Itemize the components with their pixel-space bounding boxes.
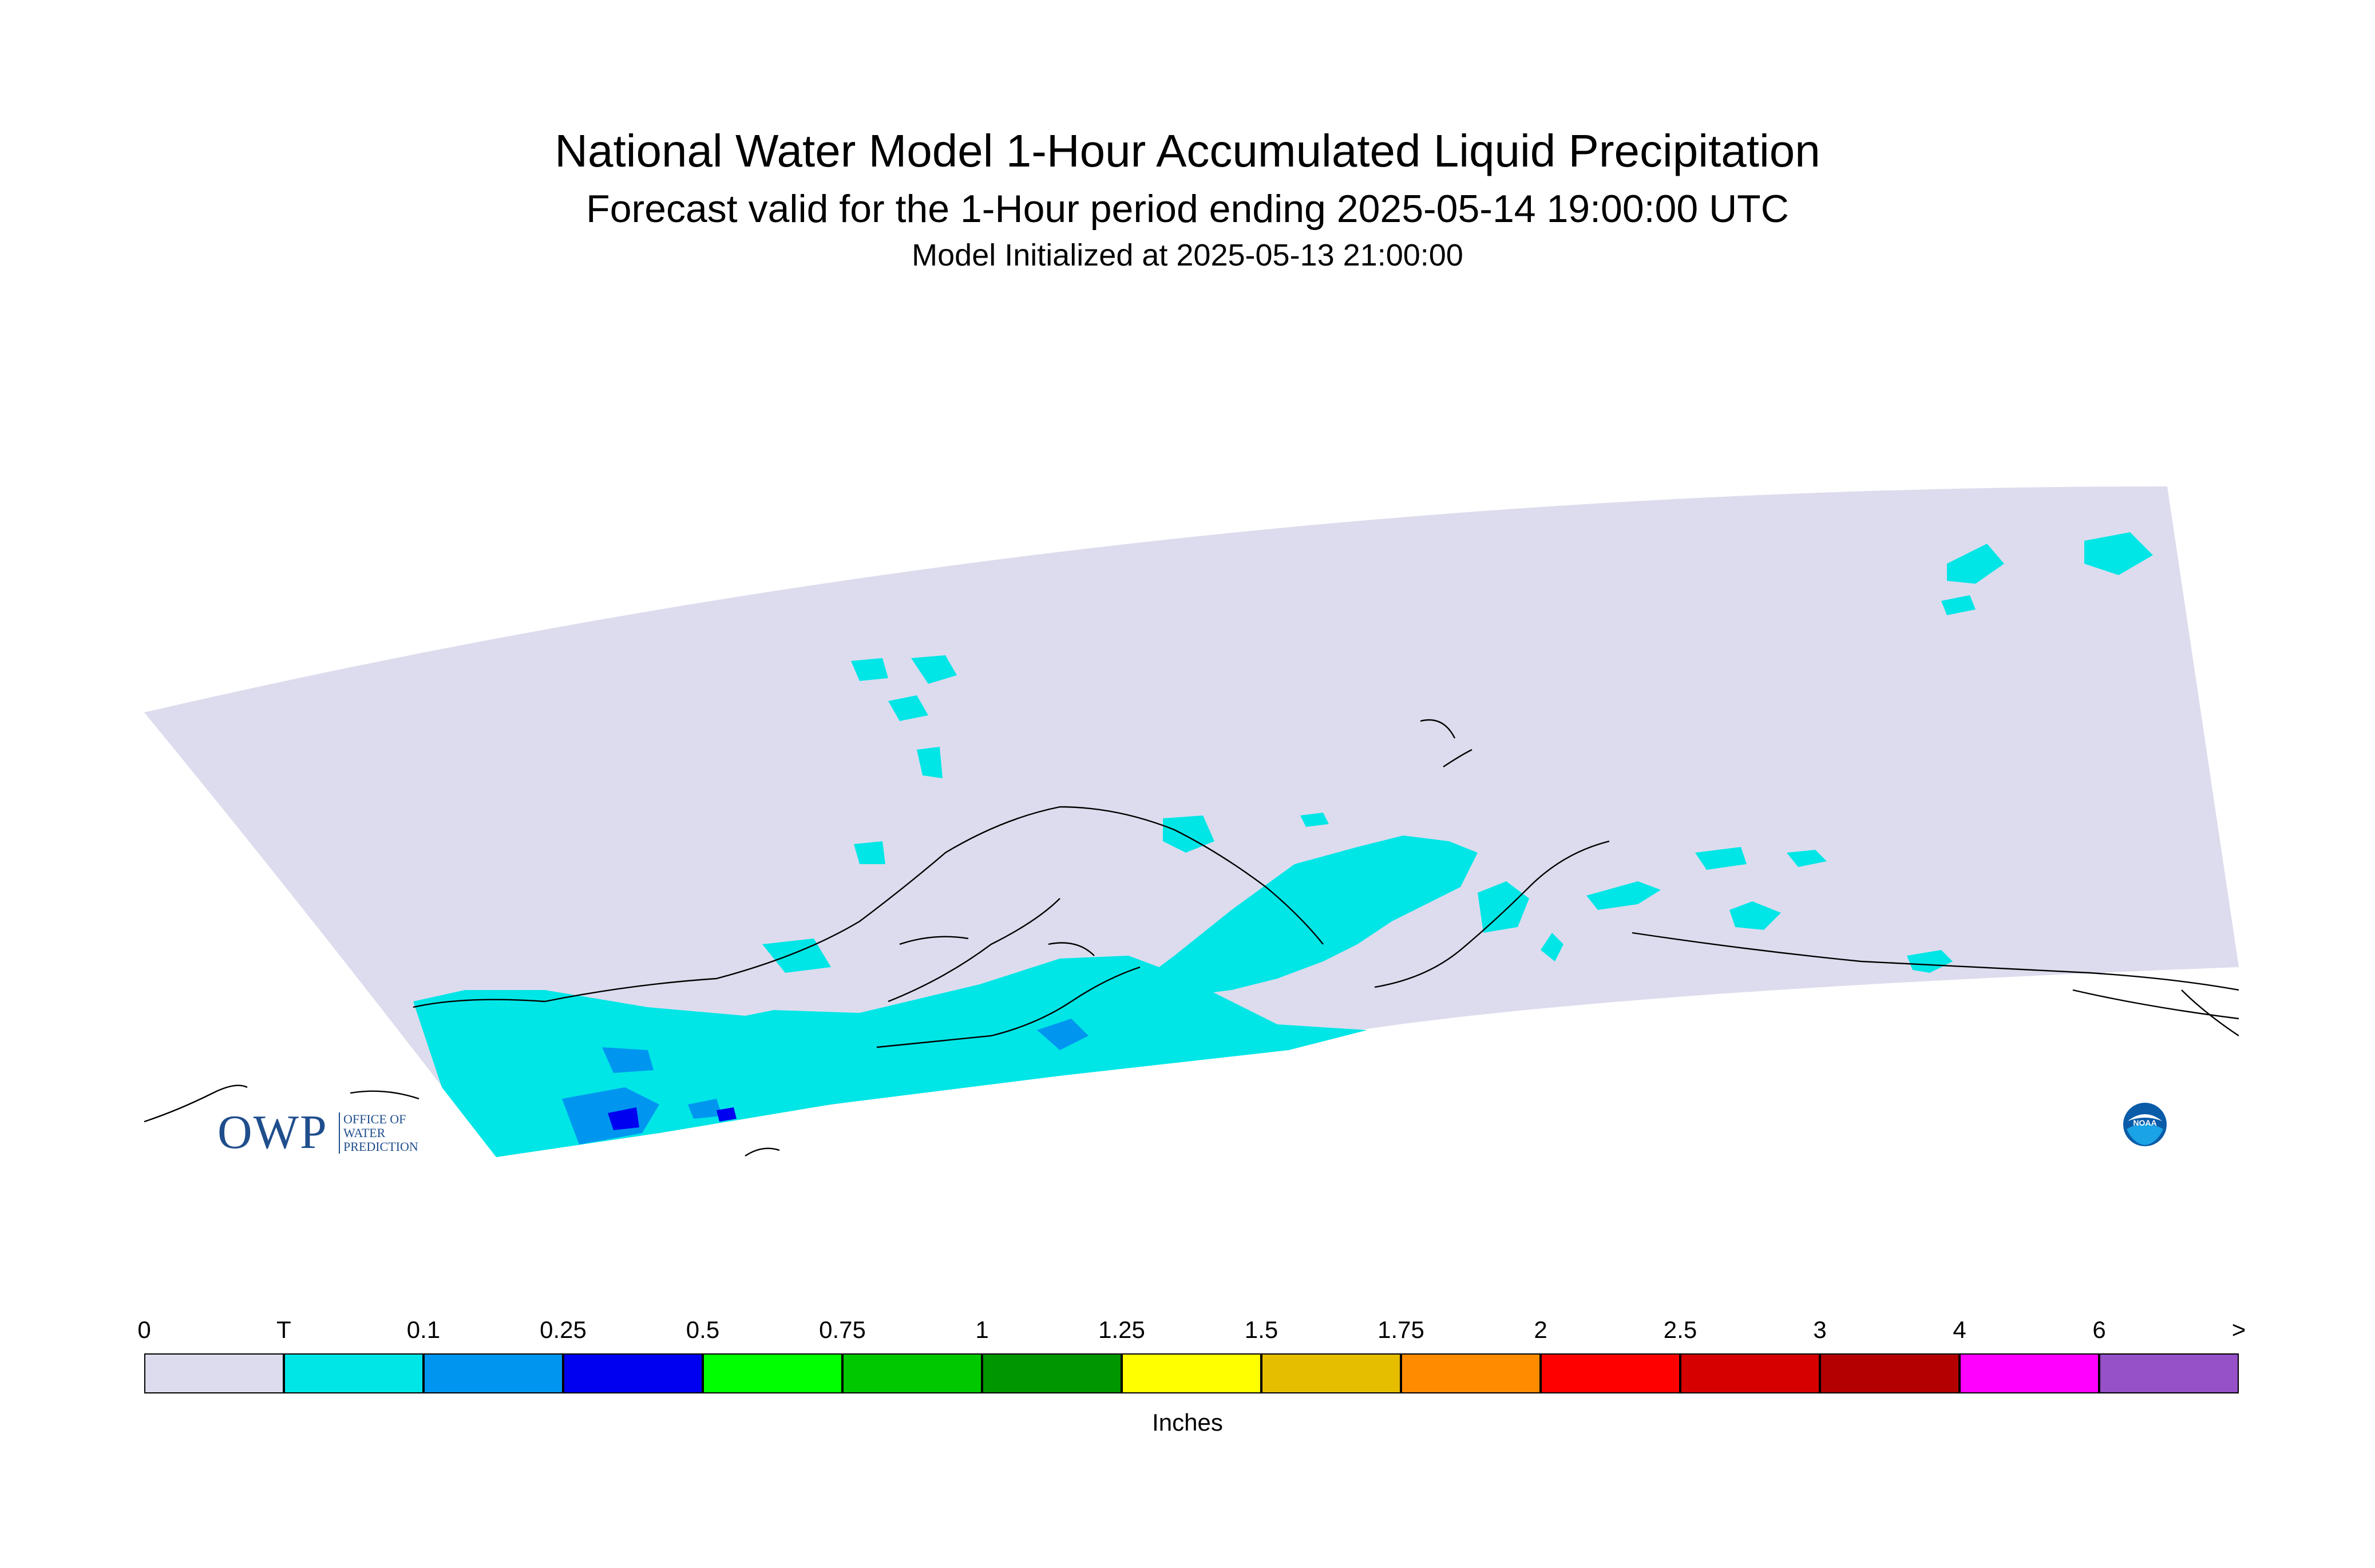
legend-color-swatch [841,1353,983,1393]
moderate-precip-areas [608,1107,737,1130]
legend-tick-label: T [276,1316,291,1343]
precip-legend-colorbar [144,1353,2239,1393]
legend-color-swatch [1400,1353,1542,1393]
legend-tick-label: 2 [1534,1316,1547,1343]
legend-tick-label: 0.75 [819,1316,866,1343]
legend-color-swatch [981,1353,1123,1393]
legend-tick-label: 0 [137,1316,151,1343]
light-precip-areas [562,1019,1088,1145]
chart-title: National Water Model 1-Hour Accumulated … [555,125,1820,176]
legend-color-swatch [1679,1353,1821,1393]
legend-tick-label: 4 [1953,1316,1966,1343]
legend-tick-label: > [2231,1316,2246,1343]
legend-tick-label: 0.25 [540,1316,587,1343]
model-init-time: Model Initialized at 2025-05-13 21:00:00 [912,238,1463,272]
owp-logo-line: WATER [343,1126,386,1140]
legend-tick-label: 0.5 [686,1316,720,1343]
owp-logo-mark: OWP [217,1106,328,1159]
legend-tick-label: 0.1 [406,1316,441,1343]
legend-tick-label: 1.25 [1098,1316,1145,1343]
legend-units-label: Inches [1152,1409,1223,1436]
owp-logo-line: OFFICE OF [343,1112,406,1126]
legend-tick-label: 1.5 [1244,1316,1278,1343]
owp-logo-text: OFFICE OF WATER PREDICTION [339,1112,418,1154]
chart-subtitle: Forecast valid for the 1-Hour period end… [586,187,1789,231]
legend-tick-label: 2.5 [1663,1316,1697,1343]
owp-logo-line: PREDICTION [343,1139,418,1154]
legend-color-swatch [1260,1353,1402,1393]
legend-color-swatch [1819,1353,1961,1393]
noaa-logo-text: NOAA [2133,1118,2156,1127]
legend-color-swatch [2098,1353,2239,1393]
legend-color-swatch [702,1353,844,1393]
legend-color-swatch [1121,1353,1262,1393]
precipitation-map [144,486,2239,1157]
legend-color-swatch [144,1353,285,1393]
legend-color-swatch [1539,1353,1681,1393]
legend-color-swatch [422,1353,564,1393]
legend-color-swatch [1958,1353,2100,1393]
legend-color-swatch [283,1353,425,1393]
legend-tick-label: 1 [975,1316,989,1343]
legend-tick-label: 6 [2092,1316,2106,1343]
coastline-lines [144,719,2239,1157]
noaa-logo: NOAA [2123,1103,2167,1146]
legend-tick-label: 1.75 [1378,1316,1424,1343]
legend-tick-label: 3 [1813,1316,1827,1343]
owp-logo: OWP OFFICE OF WATER PREDICTION [217,1104,418,1160]
legend-color-swatch [562,1353,704,1393]
